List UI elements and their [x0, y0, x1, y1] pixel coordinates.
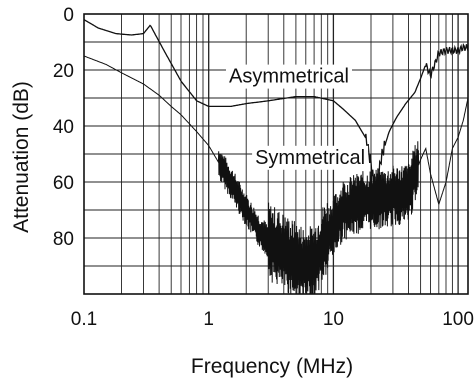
- x-tick-label: 10: [323, 309, 344, 330]
- series-asymmetrical-line: [83, 19, 469, 201]
- annotation-symmetrical: Symmetrical: [255, 147, 365, 169]
- y-tick-label: 0: [63, 5, 74, 26]
- plot-frame: [83, 13, 469, 295]
- y-tick-label: 80: [53, 229, 74, 250]
- y-axis-title: Attenuation (dB): [10, 81, 33, 233]
- y-tick-label: 40: [53, 117, 74, 138]
- y-tick-label: 20: [53, 61, 74, 82]
- annotation-background: [225, 64, 353, 89]
- series-layer: [83, 19, 469, 295]
- annotations: Asymmetrical Symmetrical: [225, 64, 369, 170]
- x-tick-label: 0.1: [71, 309, 97, 330]
- annotation-asymmetrical: Asymmetrical: [229, 66, 349, 88]
- x-tick-label: 1: [203, 309, 214, 330]
- y-tick-label: 60: [53, 173, 74, 194]
- tick-labels: 0 20 40 60 80 0.1 1 10 100: [53, 5, 474, 330]
- annotation-background: [252, 145, 369, 170]
- x-axis-title: Frequency (MHz): [191, 355, 353, 378]
- series-symmetrical-line: [83, 55, 469, 295]
- x-tick-label: 100: [442, 309, 474, 330]
